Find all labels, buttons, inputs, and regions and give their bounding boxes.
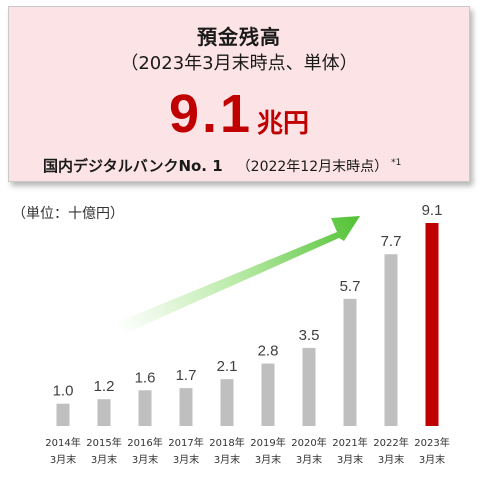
bar-7 [343,298,357,426]
ranking-text: 国内デジタルバンクNo. 1 [43,157,223,175]
value-label-1: 1.2 [94,378,115,395]
bar-4 [220,379,234,426]
category-label-9-month: 3月末 [419,453,445,466]
footnote-mark: *1 [391,158,402,169]
ranking-note: （2022年12月末時点） [236,159,389,175]
category-label-8-year: 2022年 [373,436,408,449]
unit-label: （単位：十億円） [12,206,124,222]
category-label-1-month: 3月末 [91,453,117,466]
category-label-1-year: 2015年 [86,436,121,449]
category-label-6-year: 2020年 [291,436,326,449]
category-label-3-year: 2017年 [168,436,203,449]
value-label-7: 5.7 [340,278,361,295]
ranking-line: 国内デジタルバンクNo. 1 （2022年12月末時点） *1 [43,155,401,176]
category-label-9-year: 2023年 [414,436,449,449]
bar-2 [138,390,152,426]
category-label-5-month: 3月末 [255,453,281,466]
bar-1 [97,399,111,426]
trend-arrow [118,216,360,334]
deposit-amount-unit: 兆円 [257,109,310,139]
value-label-4: 2.1 [217,358,238,375]
deposit-amount-number: 9.1 [168,84,254,144]
category-label-7-month: 3月末 [337,453,363,466]
bar-9 [425,223,439,426]
summary-box: 預金残高 （2023年3月末時点、単体） 9.1 兆円 国内デジタルバンクNo. … [8,6,470,182]
category-label-8-month: 3月末 [378,453,404,466]
category-label-4-month: 3月末 [214,453,240,466]
value-label-0: 1.0 [53,383,74,400]
category-label-6-month: 3月末 [296,453,322,466]
value-label-8: 7.7 [381,233,402,250]
bar-0 [56,403,70,426]
bar-3 [179,388,193,426]
category-label-2-year: 2016年 [127,436,162,449]
category-label-0-month: 3月末 [50,453,76,466]
box-subtitle: （2023年3月末時点、単体） [120,53,358,74]
box-title: 預金残高 [197,25,281,49]
bar-8 [384,254,398,426]
category-label-7-year: 2021年 [332,436,367,449]
bar-6 [302,347,316,426]
value-label-9: 9.1 [422,202,443,219]
value-label-5: 2.8 [258,343,279,360]
value-label-3: 1.7 [176,367,197,384]
value-label-6: 3.5 [299,327,320,344]
category-label-0-year: 2014年 [45,436,80,449]
value-label-2: 1.6 [135,369,156,386]
category-label-4-year: 2018年 [209,436,244,449]
category-label-2-month: 3月末 [132,453,158,466]
category-label-5-year: 2019年 [250,436,285,449]
category-label-3-month: 3月末 [173,453,199,466]
bar-5 [261,363,275,426]
deposit-amount: 9.1 兆円 [9,83,469,145]
